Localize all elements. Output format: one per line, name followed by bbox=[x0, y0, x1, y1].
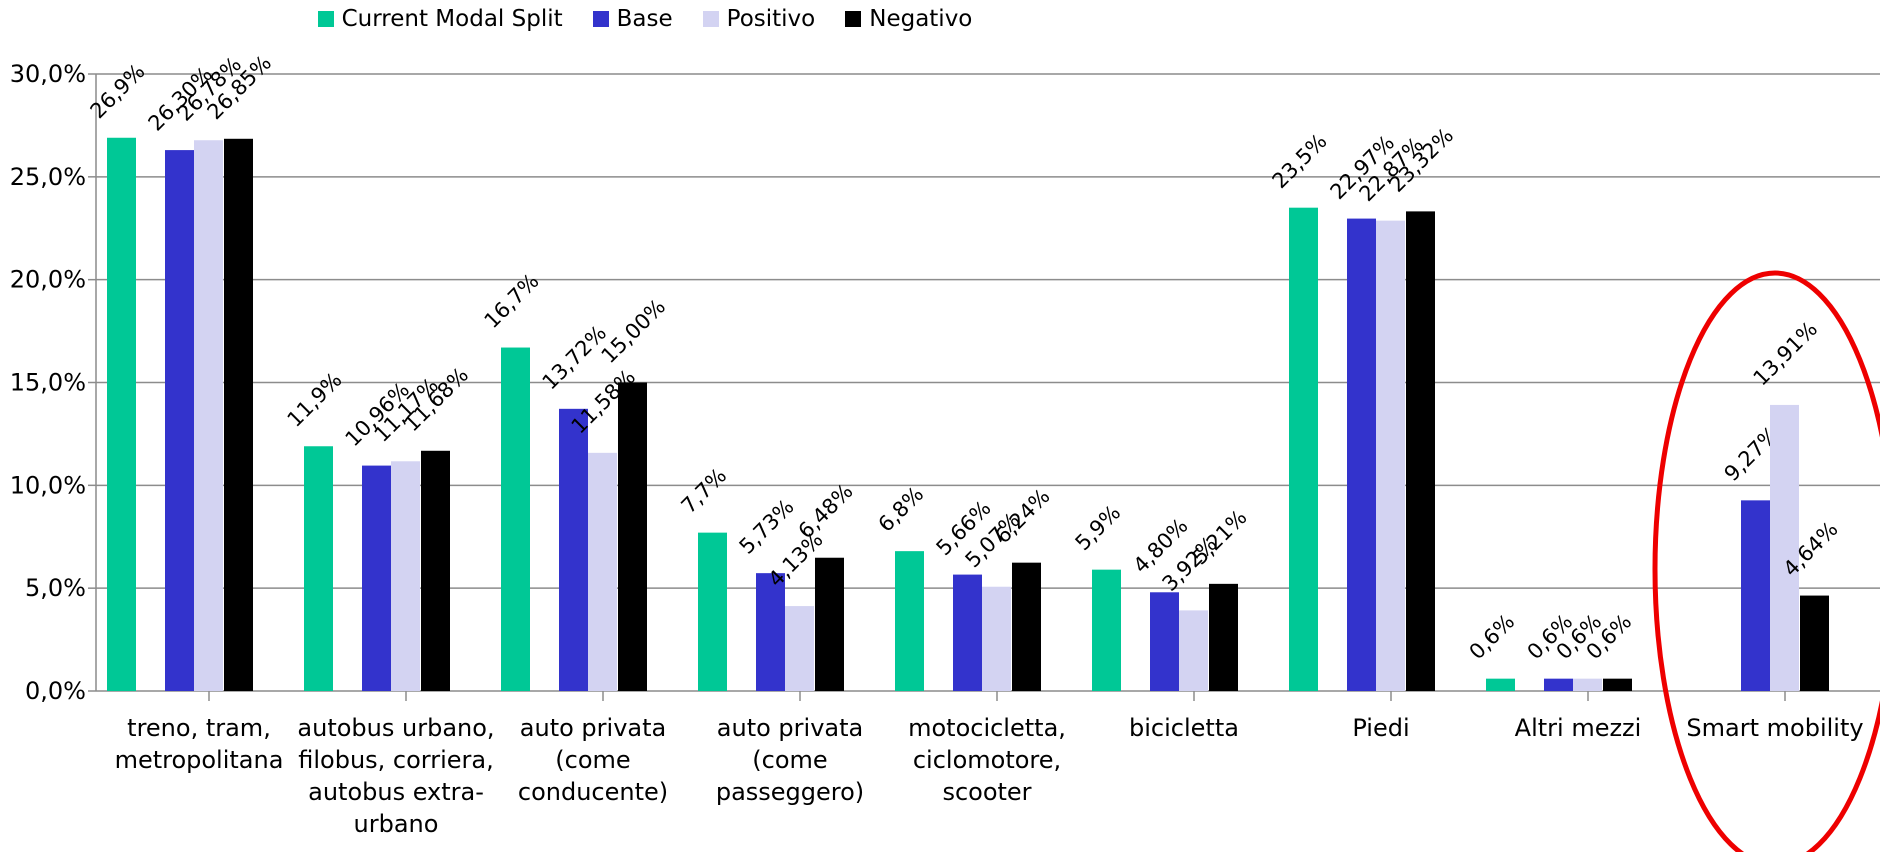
bar-positivo bbox=[588, 452, 617, 691]
bar-negativo bbox=[421, 450, 450, 691]
category-label: autobus urbano, bbox=[297, 714, 494, 742]
legend-swatch-positivo bbox=[702, 11, 719, 27]
bar-positivo bbox=[1376, 220, 1405, 692]
data-label: 11,9% bbox=[283, 368, 347, 432]
bar-base bbox=[1150, 592, 1179, 691]
category-label: motocicletta, bbox=[908, 714, 1066, 742]
y-tick-label: 15,0% bbox=[10, 369, 86, 397]
bar-base bbox=[756, 573, 785, 691]
bar-current-modal-split bbox=[1486, 678, 1515, 691]
category-label: Altri mezzi bbox=[1515, 714, 1642, 742]
y-tick-label: 10,0% bbox=[10, 471, 86, 499]
bar-base bbox=[559, 408, 588, 691]
legend-item-negativo: Negativo bbox=[845, 6, 972, 32]
bar-positivo bbox=[194, 140, 223, 691]
bar-base bbox=[1544, 678, 1573, 691]
legend-item-positivo: Positivo bbox=[702, 6, 816, 32]
bar-current-modal-split bbox=[895, 551, 924, 691]
legend-label-positivo: Positivo bbox=[726, 6, 816, 32]
category-label: filobus, corriera, bbox=[298, 746, 494, 774]
legend-item-base: Base bbox=[592, 6, 673, 32]
bar-current-modal-split bbox=[1289, 207, 1318, 691]
bar-base bbox=[953, 574, 982, 691]
data-label: 0,6% bbox=[1465, 609, 1520, 664]
legend-label-base: Base bbox=[616, 6, 673, 32]
bar-negativo bbox=[1209, 583, 1238, 691]
bar-negativo bbox=[1603, 678, 1632, 691]
legend-swatch-negativo bbox=[845, 11, 862, 27]
bar-positivo bbox=[1179, 610, 1208, 691]
y-tick-label: 5,0% bbox=[25, 574, 86, 602]
y-tick-label: 30,0% bbox=[10, 60, 86, 88]
data-label: 5,9% bbox=[1071, 500, 1126, 555]
category-label: urbano bbox=[354, 810, 439, 838]
category-label: autobus extra- bbox=[308, 778, 484, 806]
category-label: (come bbox=[752, 746, 827, 774]
bar-negativo bbox=[1406, 211, 1435, 692]
data-label: 23,5% bbox=[1268, 129, 1332, 193]
data-label: 7,7% bbox=[677, 463, 732, 518]
category-label: metropolitana bbox=[115, 746, 284, 774]
category-label: treno, tram, bbox=[127, 714, 271, 742]
y-tick-label: 20,0% bbox=[10, 266, 86, 294]
category-label: passeggero) bbox=[716, 778, 864, 806]
legend: Current Modal Split Base Positivo Negati… bbox=[0, 6, 1290, 32]
data-label: 6,8% bbox=[874, 482, 929, 537]
bar-current-modal-split bbox=[698, 532, 727, 691]
category-label: scooter bbox=[942, 778, 1031, 806]
bar-negativo bbox=[1800, 595, 1829, 691]
category-label: conducente) bbox=[518, 778, 668, 806]
bar-negativo bbox=[224, 138, 253, 691]
bar-current-modal-split bbox=[501, 347, 530, 691]
legend-swatch-current bbox=[317, 11, 334, 27]
bar-current-modal-split bbox=[304, 446, 333, 691]
category-label: auto privata bbox=[520, 714, 666, 742]
data-label: 5,21% bbox=[1188, 505, 1252, 569]
category-label: ciclomotore, bbox=[913, 746, 1061, 774]
bar-base bbox=[1347, 218, 1376, 691]
highlight-ellipse bbox=[1652, 270, 1880, 852]
category-label: auto privata bbox=[717, 714, 863, 742]
bar-positivo bbox=[1770, 404, 1799, 691]
y-tick-label: 25,0% bbox=[10, 163, 86, 191]
bar-base bbox=[362, 465, 391, 691]
bar-positivo bbox=[785, 606, 814, 691]
category-label: (come bbox=[555, 746, 630, 774]
bar-base bbox=[165, 150, 194, 691]
data-label: 13,91% bbox=[1749, 317, 1823, 391]
data-label: 13,72% bbox=[538, 321, 612, 395]
data-label: 6,48% bbox=[794, 479, 858, 543]
bar-current-modal-split bbox=[107, 137, 136, 692]
legend-swatch-base bbox=[592, 11, 609, 27]
data-label: 15,00% bbox=[597, 294, 671, 368]
legend-label-current: Current Modal Split bbox=[341, 6, 563, 32]
bar-negativo bbox=[618, 382, 647, 691]
bar-negativo bbox=[815, 557, 844, 691]
bar-positivo bbox=[391, 461, 420, 691]
bar-base bbox=[1741, 500, 1770, 691]
bar-negativo bbox=[1012, 562, 1041, 691]
legend-item-current-modal-split: Current Modal Split bbox=[317, 6, 563, 32]
category-label: Piedi bbox=[1352, 714, 1409, 742]
bar-current-modal-split bbox=[1092, 569, 1121, 691]
legend-label-negativo: Negativo bbox=[869, 6, 973, 32]
category-label: bicicletta bbox=[1129, 714, 1239, 742]
y-tick-label: 0,0% bbox=[25, 677, 86, 705]
bar-positivo bbox=[1573, 678, 1602, 691]
bar-positivo bbox=[982, 586, 1011, 691]
data-label: 16,7% bbox=[480, 269, 544, 333]
data-label: 26,9% bbox=[86, 59, 150, 123]
category-label: Smart mobility bbox=[1686, 714, 1863, 742]
